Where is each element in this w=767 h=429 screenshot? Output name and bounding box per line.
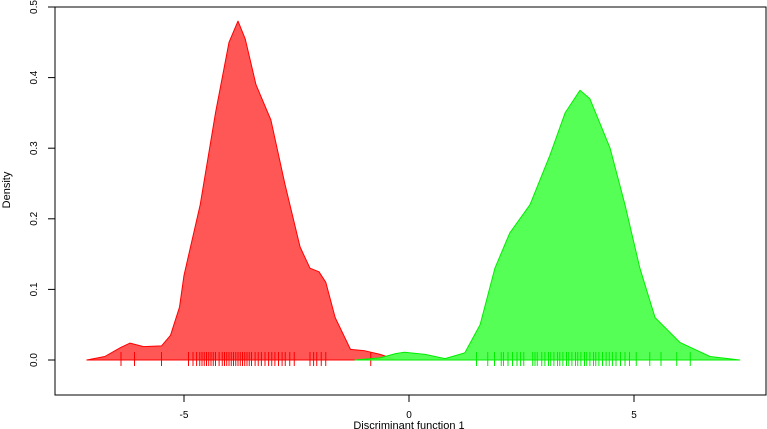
x-tick-label: 0 xyxy=(406,410,412,421)
x-axis-label: Discriminant function 1 xyxy=(353,420,464,429)
series-1 xyxy=(354,89,741,366)
density-area xyxy=(354,89,741,361)
y-tick-label: 0.2 xyxy=(29,211,40,225)
y-tick-label: 0.3 xyxy=(29,141,40,155)
y-tick-label: 0.4 xyxy=(29,70,40,84)
series-0 xyxy=(86,20,396,366)
series-layer xyxy=(86,20,741,366)
y-axis-label: Density xyxy=(1,171,13,208)
axes: -5 0 5 0.0 0.1 0.2 0.3 0.4 0.5 xyxy=(29,0,637,421)
y-tick-label: 0.1 xyxy=(29,282,40,296)
x-tick-label: 5 xyxy=(631,410,637,421)
x-tick-label: -5 xyxy=(180,410,189,421)
density-area xyxy=(86,20,396,361)
y-tick-label: 0.5 xyxy=(29,0,40,14)
y-tick-label: 0.0 xyxy=(29,353,40,367)
plot-frame xyxy=(54,6,767,396)
